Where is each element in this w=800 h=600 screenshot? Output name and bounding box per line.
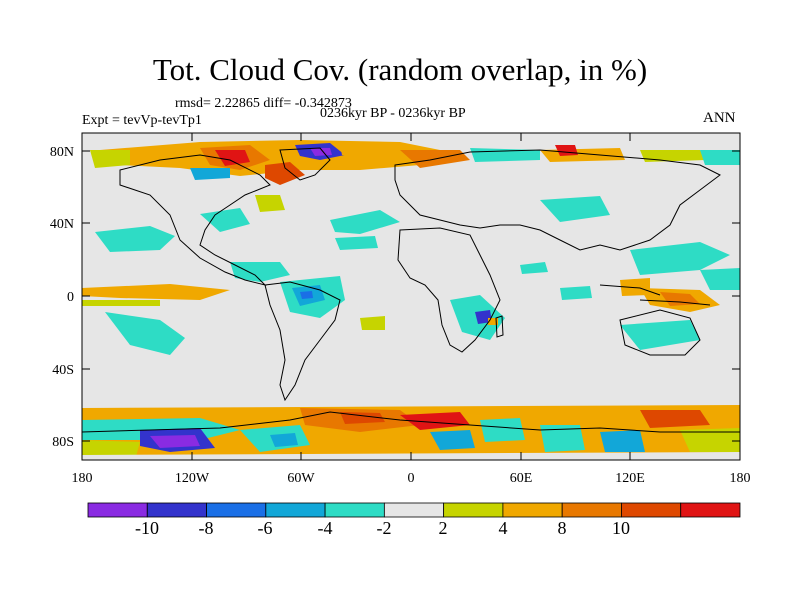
colorbar-label: 10 xyxy=(612,518,630,538)
colorbar-label: -10 xyxy=(135,518,159,538)
lon-label: 60W xyxy=(287,471,315,486)
lat-label: 40S xyxy=(52,363,74,378)
colorbar-swatch xyxy=(383,502,445,518)
colorbar-swatch xyxy=(621,502,682,518)
colorbar-label: -4 xyxy=(318,518,333,538)
lon-label: 120W xyxy=(175,471,210,486)
colorbar-swatch xyxy=(146,502,207,518)
season-label: ANN xyxy=(703,110,736,126)
lon-label: 180 xyxy=(730,471,751,486)
colorbar-swatch xyxy=(87,502,148,518)
colorbar-swatch xyxy=(443,502,504,518)
experiment-label: Expt = tevVp-tevTp1 xyxy=(82,113,202,128)
anomaly-fields xyxy=(82,140,740,460)
colorbar xyxy=(87,502,741,518)
colorbar-swatch xyxy=(680,502,741,518)
colorbar-label: 8 xyxy=(558,518,567,538)
colorbar-swatch xyxy=(265,502,326,518)
colorbar-labels: -10 -8 -6 -4 -2 2 4 8 10 xyxy=(135,518,630,538)
colorbar-swatch xyxy=(324,502,385,518)
lon-label: 180 xyxy=(72,471,93,486)
colorbar-swatch xyxy=(561,502,622,518)
colorbar-label: 4 xyxy=(499,518,508,538)
latitude-axis xyxy=(82,150,740,442)
map-title: Tot. Cloud Cov. (random overlap, in %) xyxy=(152,52,648,87)
lat-label: 0 xyxy=(67,290,74,305)
lat-label: 40N xyxy=(50,217,74,232)
colorbar-label: -6 xyxy=(258,518,273,538)
lat-label: 80S xyxy=(52,435,74,450)
map-panel xyxy=(82,133,740,460)
time-period-label: 0236kyr BP - 0236kyr BP xyxy=(320,106,466,121)
lon-label: 120E xyxy=(615,471,645,486)
longitude-labels: 180 120W 60W 0 60E 120E 180 xyxy=(72,471,751,486)
colorbar-label: -8 xyxy=(199,518,214,538)
colorbar-label: 2 xyxy=(439,518,448,538)
colorbar-swatch xyxy=(206,502,267,518)
coastlines xyxy=(82,147,740,433)
colorbar-swatch xyxy=(502,502,563,518)
longitude-axis xyxy=(81,133,741,460)
colorbar-label: -2 xyxy=(377,518,392,538)
lon-label: 60E xyxy=(510,471,533,486)
lon-label: 0 xyxy=(408,471,415,486)
rmsd-diff-stats: rmsd= 2.22865 diff= -0.342873 xyxy=(175,96,352,111)
latitude-labels: 80N 40N 0 40S 80S xyxy=(50,145,74,450)
lat-label: 80N xyxy=(50,145,74,160)
